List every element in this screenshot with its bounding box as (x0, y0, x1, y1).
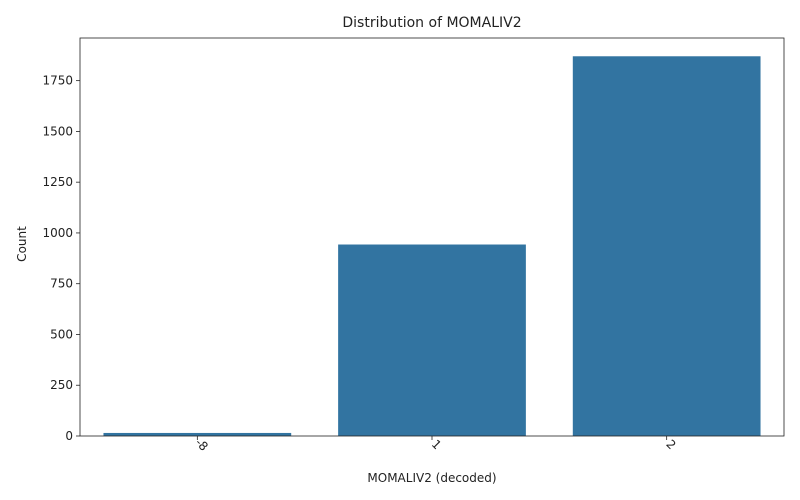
y-tick-label: 750 (50, 277, 73, 291)
y-tick-label: 500 (50, 327, 73, 341)
bar-2 (572, 56, 761, 436)
y-tick-label: 250 (50, 378, 73, 392)
bars-layer (103, 56, 761, 436)
bar--8 (103, 432, 292, 436)
y-tick-label: 0 (65, 429, 73, 443)
x-axis-label: MOMALIV2 (decoded) (367, 471, 496, 485)
bar-1 (338, 244, 526, 436)
y-tick-label: 1750 (42, 74, 73, 88)
y-tick-label: 1500 (42, 124, 73, 138)
chart-title: Distribution of MOMALIV2 (342, 15, 521, 31)
y-axis-ticks: 0 250 500 750 1000 1250 1500 1750 (42, 74, 80, 443)
plot-frame (79, 37, 785, 437)
y-axis-label: Count (15, 226, 29, 262)
y-tick-label: 1000 (42, 226, 73, 240)
y-tick-label: 1250 (42, 175, 73, 189)
